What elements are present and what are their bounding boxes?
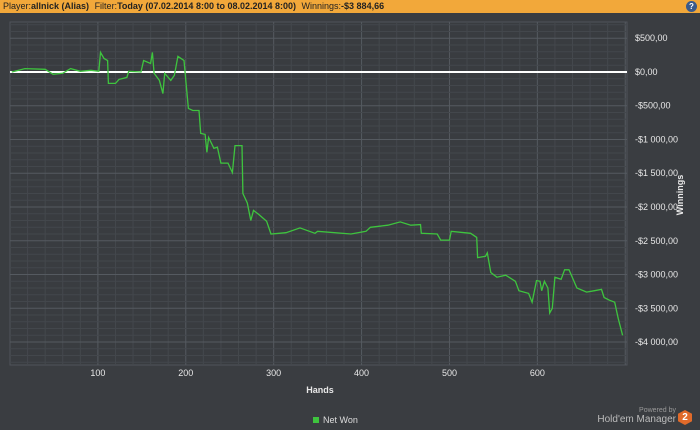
y-tick-label: -$4 000,00	[635, 337, 678, 347]
filter-header: Player:allnick (Alias) Filter:Today (07.…	[0, 0, 700, 13]
winnings-value: -$3 884,66	[341, 1, 385, 11]
legend-label: Net Won	[323, 415, 358, 425]
y-tick-label: -$500,00	[635, 101, 671, 111]
x-tick-label: 500	[442, 368, 457, 378]
x-tick-label: 100	[90, 368, 105, 378]
ticks: 100 200 300 400 500 600 $500,00 $0,00 -$500,00 -$…	[90, 33, 678, 378]
x-tick-label: 600	[530, 368, 545, 378]
grid	[9, 21, 628, 366]
legend[interactable]: Net Won	[313, 415, 358, 425]
x-tick-label: 300	[266, 368, 281, 378]
series-net-won	[11, 50, 624, 336]
y-axis-label: Winnings	[675, 175, 685, 215]
y-tick-label: -$3 500,00	[635, 303, 678, 313]
product-name: Hold'em Manager	[597, 414, 676, 425]
winnings-label: Winnings:	[301, 1, 342, 11]
legend-swatch	[313, 417, 319, 423]
help-icon[interactable]: ?	[686, 1, 697, 12]
y-tick-label: -$2 000,00	[635, 202, 678, 212]
y-tick-label: -$1 500,00	[635, 168, 678, 178]
powered-by: Powered by	[639, 407, 676, 414]
y-tick-label: $0,00	[635, 67, 658, 77]
filter-value: Today (07.02.2014 8:00 to 08.02.2014 8:0…	[117, 1, 297, 11]
x-tick-label: 200	[178, 368, 193, 378]
player-label: Player:	[3, 1, 32, 11]
x-axis-label: Hands	[306, 385, 334, 395]
hem-logo-icon: 2	[678, 410, 692, 425]
filter-label: Filter:	[94, 1, 118, 11]
player-value: allnick (Alias)	[31, 1, 90, 11]
y-tick-label: $500,00	[635, 33, 668, 43]
x-tick-label: 400	[354, 368, 369, 378]
y-tick-label: -$1 000,00	[635, 134, 678, 144]
branding: Powered by Hold'em Manager	[597, 407, 676, 425]
y-tick-label: -$3 000,00	[635, 270, 678, 280]
y-tick-label: -$2 500,00	[635, 236, 678, 246]
